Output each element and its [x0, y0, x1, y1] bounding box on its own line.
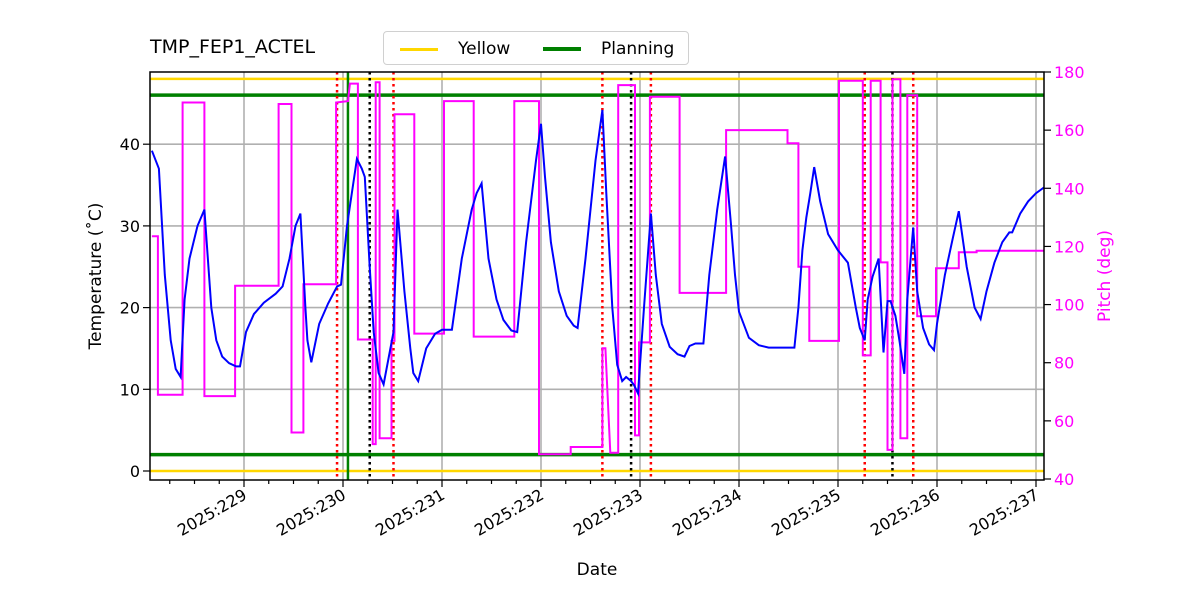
- x-axis-ticks: 2025:229 2025:230 2025:231 2025:232 2025:233…: [169, 480, 1042, 540]
- y2-tick-label: 120: [1054, 237, 1085, 256]
- legend-item-yellow: Yellow: [400, 32, 510, 66]
- y2-tick-label: 40: [1054, 470, 1074, 489]
- temperature-series-line: [150, 109, 1044, 398]
- x-tick-label: 2025:236: [867, 485, 943, 540]
- y-axis-right-label: Pitch (deg): [1095, 229, 1115, 323]
- y-axis-left-label: Temperature (˚C): [86, 202, 106, 350]
- legend: Yellow Planning: [383, 31, 689, 65]
- y-tick-label: 20: [120, 299, 140, 318]
- legend-label-yellow: Yellow: [458, 39, 511, 59]
- y-axis-left-ticks: 0 10 20 30 40: [120, 135, 150, 481]
- plot-frame: [149, 71, 1045, 481]
- event-lines: [335, 72, 915, 480]
- x-tick-label: 2025:229: [174, 485, 250, 540]
- x-tick-label: 2025:237: [966, 485, 1042, 540]
- y2-tick-label: 60: [1054, 412, 1074, 431]
- x-tick-label: 2025:231: [372, 485, 448, 540]
- legend-item-planning: Planning: [543, 32, 674, 66]
- x-axis-label: Date: [576, 560, 618, 580]
- x-tick-label: 2025:232: [471, 485, 547, 540]
- y2-tick-label: 180: [1054, 63, 1085, 82]
- y-tick-label: 10: [120, 380, 140, 399]
- x-tick-label: 2025:234: [669, 485, 745, 540]
- y2-tick-label: 80: [1054, 354, 1074, 373]
- y2-tick-label: 100: [1054, 296, 1085, 315]
- yellow-line-swatch-icon: [400, 47, 438, 51]
- y-tick-label: 0: [130, 462, 140, 481]
- pitch-series-line: [151, 78, 1044, 456]
- y-tick-label: 30: [120, 217, 140, 236]
- y2-tick-label: 140: [1054, 179, 1085, 198]
- y-tick-label: 40: [120, 135, 140, 154]
- x-tick-label: 2025:235: [768, 485, 844, 540]
- x-tick-label: 2025:230: [273, 485, 349, 540]
- y2-tick-label: 160: [1054, 121, 1085, 140]
- chart-title: TMP_FEP1_ACTEL: [150, 36, 316, 58]
- x-tick-label: 2025:233: [570, 485, 646, 540]
- planning-line-swatch-icon: [543, 47, 581, 51]
- y-axis-right-ticks: 40 60 80 100 120 140 160 180: [1044, 63, 1085, 489]
- legend-label-planning: Planning: [601, 39, 675, 59]
